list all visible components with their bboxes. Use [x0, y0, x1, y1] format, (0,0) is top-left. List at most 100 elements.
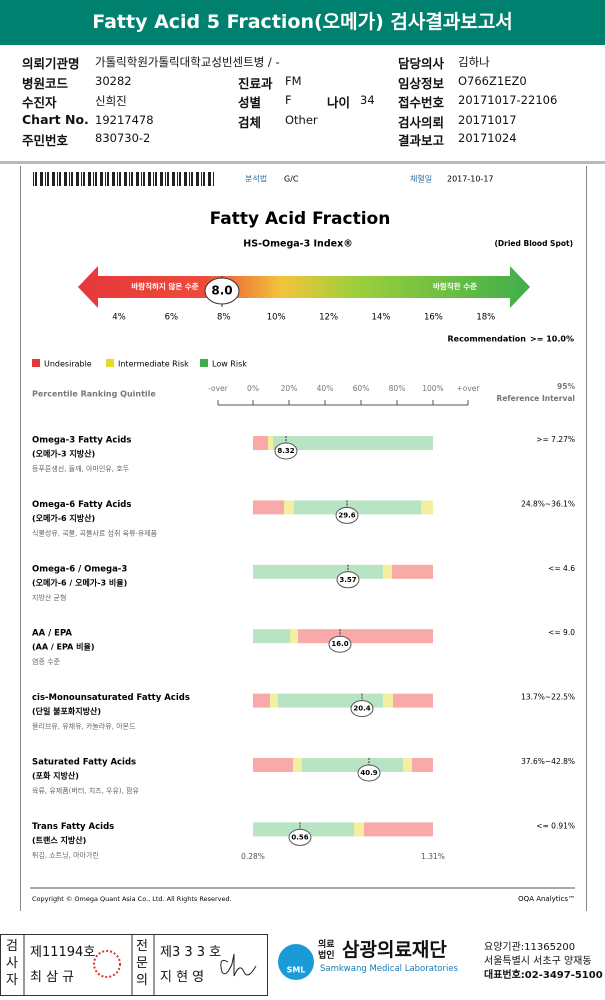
barcode — [88, 172, 91, 186]
title-bar — [0, 0, 605, 45]
tester-no: 제11194호 — [30, 945, 96, 960]
org-phone: 대표번호:02-3497-5100 — [484, 970, 603, 981]
draw-date: 2017-10-17 — [447, 175, 494, 184]
legend-swatch — [106, 359, 114, 367]
item-reference: <= 4.6 — [548, 564, 575, 573]
info-value: 신희진 — [95, 94, 127, 108]
range-band — [364, 822, 433, 837]
range-band — [268, 436, 273, 450]
signature-box — [0, 934, 268, 996]
item-foods: 지방산 균형 — [32, 593, 66, 602]
quintile-tick: 100% — [422, 384, 443, 393]
org-code: 요양기관:11365200 — [484, 942, 576, 953]
item-korean: (포화 지방산) — [32, 771, 79, 781]
info-value: 34 — [360, 93, 375, 107]
index-tick: 14% — [372, 313, 391, 323]
barcode — [172, 172, 175, 186]
item-korean: (AA / EPA 비율) — [32, 642, 94, 652]
barcode — [93, 172, 94, 186]
range-band — [253, 629, 290, 644]
info-value: 830730-2 — [95, 131, 151, 145]
barcode — [95, 172, 97, 186]
barcode — [35, 172, 37, 186]
item-value: 40.9 — [360, 769, 377, 777]
info-value: 20171024 — [458, 131, 517, 145]
range-band — [383, 564, 392, 579]
index-tick: 4% — [112, 313, 126, 323]
legend-label: Low Risk — [212, 360, 247, 369]
item-foods: 올리브유, 유채유, 카놀라유, 아몬드 — [32, 722, 136, 731]
ref-subtitle: Reference Interval — [496, 394, 575, 403]
item-reference: >= 7.27% — [536, 435, 575, 444]
barcode — [153, 172, 154, 186]
barcode — [76, 172, 79, 186]
index-value: 8.0 — [211, 284, 232, 298]
barcode — [117, 172, 118, 186]
item-reference: 24.8%~36.1% — [521, 499, 575, 508]
info-value: 김하나 — [458, 55, 490, 69]
info-label: 수진자 — [22, 95, 57, 110]
barcode — [119, 172, 121, 186]
item-value: 0.56 — [291, 833, 308, 841]
item-reference: 37.6%~42.8% — [521, 757, 575, 766]
barcode — [167, 172, 169, 186]
info-label: 검체 — [238, 115, 262, 130]
range-band — [273, 436, 433, 450]
org-name: 삼광의료재단 — [342, 939, 447, 961]
range-band — [290, 629, 298, 644]
info-label: 임상정보 — [398, 76, 445, 91]
vertical-label: 검사자 — [6, 939, 18, 988]
barcode — [160, 172, 163, 186]
quintile-tick: 20% — [281, 384, 298, 393]
org-address: 서울특별시 서초구 양재동 — [484, 956, 592, 967]
item-value: 20.4 — [353, 705, 370, 713]
barcode — [112, 172, 115, 186]
item-name: Omega-3 Fatty Acids — [32, 436, 131, 446]
item-korean: (오메가-6 / 오메가-3 비율) — [32, 577, 127, 587]
doctor-name: 지 현 영 — [160, 970, 205, 985]
range-band — [354, 822, 364, 837]
range-band — [298, 629, 433, 644]
barcode — [148, 172, 151, 186]
org-en: Samkwang Medical Laboratories — [320, 964, 459, 974]
barcode — [40, 172, 43, 186]
item-value: 3.57 — [339, 576, 356, 584]
barcode — [83, 172, 85, 186]
draw-label: 채혈일 — [410, 174, 432, 184]
item-value: 29.6 — [338, 511, 355, 519]
range-band — [270, 693, 278, 708]
item-value: 8.32 — [277, 447, 294, 455]
item-foods: 식물성유, 곡물, 곡물사료 섭취 육류·유제품 — [32, 528, 158, 537]
item-name: Saturated Fatty Acids — [32, 758, 136, 768]
barcode — [45, 172, 46, 186]
range-band — [293, 758, 302, 772]
good-label: 바람직한 수준 — [433, 281, 477, 291]
range-band — [302, 758, 403, 772]
barcode — [131, 172, 133, 186]
brand: OQA Analytics™ — [518, 895, 575, 903]
info-label: 담당의사 — [398, 56, 445, 71]
range-band — [253, 758, 293, 772]
barcode — [208, 172, 211, 186]
item-foods: 등푸른생선, 들깨, 아마인유, 호두 — [32, 464, 130, 473]
ref-title: 95% — [557, 382, 575, 391]
range-band — [284, 500, 294, 515]
barcode — [33, 172, 34, 186]
recommendation: >= 10.0% — [530, 335, 574, 344]
barcode — [177, 172, 178, 186]
info-label: 의뢰기관명 — [22, 56, 80, 71]
index-name: HS-Omega-3 Index® — [243, 239, 352, 250]
barcode — [81, 172, 82, 186]
index-tick: 10% — [267, 313, 286, 323]
barcode — [100, 172, 103, 186]
info-value: O766Z1EZ0 — [458, 74, 527, 88]
report-sheet — [20, 166, 587, 911]
copyright: Copyright © Omega Quant Asia Co., Ltd. A… — [32, 895, 232, 903]
logo-mark — [278, 944, 314, 980]
method: G/C — [284, 175, 299, 184]
index-arrow — [78, 266, 530, 308]
barcode — [201, 172, 202, 186]
barcode — [143, 172, 145, 186]
value-marker — [350, 700, 374, 718]
